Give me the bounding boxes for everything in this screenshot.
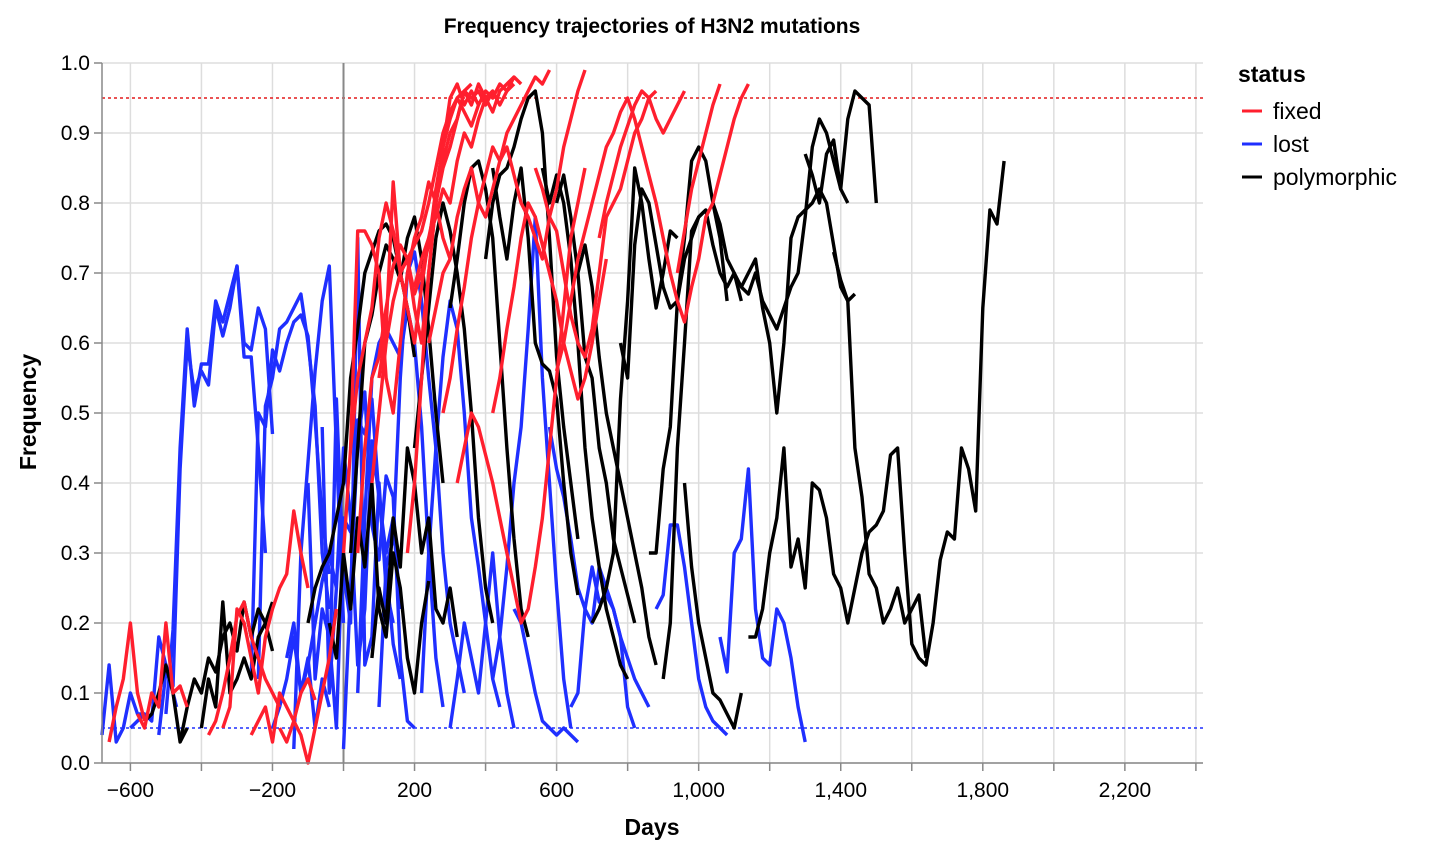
trajectory-fixed — [711, 83, 750, 204]
y-tick-label: 0.3 — [61, 542, 90, 565]
x-tick-label: 200 — [397, 779, 432, 802]
legend-title: status — [1238, 61, 1306, 87]
y-tick-label: 0.9 — [61, 122, 90, 145]
axes: −600 −200 200 600 1,000 1,400 1,800 2,200 0.0 0.1… — [61, 52, 1203, 802]
trajectory-fixed — [135, 621, 189, 730]
x-tick-label: 1,800 — [957, 779, 1010, 802]
reference-lines — [102, 63, 1203, 763]
trajectory-fixed — [675, 83, 722, 274]
y-tick-label: 0.4 — [61, 472, 91, 495]
x-tick-label: −200 — [249, 779, 296, 802]
trajectory-lost — [512, 608, 580, 744]
trajectory-fixed — [107, 621, 147, 743]
x-tick-label: 2,200 — [1099, 779, 1152, 802]
chart-title: Frequency trajectories of H3N2 mutations — [444, 15, 861, 38]
trajectory-fixed — [412, 82, 516, 288]
x-axis-title: Days — [625, 814, 680, 840]
trajectory-polymorphic — [412, 201, 495, 624]
trajectory-polymorphic — [540, 167, 630, 680]
y-tick-label: 0.7 — [61, 262, 90, 285]
y-tick-label: 0.8 — [61, 192, 90, 215]
trajectory-polymorphic — [491, 166, 580, 596]
legend-label-polymorphic: polymorphic — [1273, 164, 1397, 190]
trajectory-polymorphic — [199, 600, 275, 729]
y-tick-label: 1.0 — [61, 52, 90, 75]
trajectory-fixed — [249, 677, 317, 744]
trajectory-fixed — [455, 167, 587, 625]
trajectory-polymorphic — [554, 173, 637, 624]
trajectory-lost — [164, 264, 268, 715]
x-tick-label: 600 — [539, 779, 574, 802]
series-lines — [100, 69, 1006, 765]
trajectory-polymorphic — [803, 89, 878, 205]
legend-label-lost: lost — [1273, 131, 1309, 157]
trajectory-polymorphic — [483, 89, 580, 540]
trajectory-fixed — [597, 89, 687, 239]
trajectory-polymorphic — [739, 187, 857, 415]
trajectory-lost — [256, 292, 331, 680]
trajectory-fixed — [377, 75, 516, 379]
trajectory-lost — [654, 523, 729, 737]
y-tick-label: 0.6 — [61, 332, 90, 355]
legend-label-fixed: fixed — [1273, 98, 1322, 124]
trajectory-polymorphic — [327, 481, 431, 695]
trajectory-fixed — [491, 201, 608, 414]
trajectory-fixed — [356, 82, 481, 554]
trajectory-fixed — [427, 69, 552, 344]
trajectory-fixed — [405, 75, 523, 554]
trajectory-fixed — [533, 89, 658, 359]
y-tick-label: 0.1 — [61, 682, 90, 705]
trajectory-fixed — [441, 69, 587, 414]
trajectory-fixed — [221, 509, 310, 729]
x-tick-label: 1,000 — [672, 779, 725, 802]
trajectory-polymorphic — [682, 482, 743, 730]
trajectory-lost — [718, 467, 807, 743]
trajectory-lost — [270, 551, 339, 729]
trajectory-polymorphic — [711, 117, 850, 331]
trajectory-fixed — [206, 600, 282, 736]
x-tick-label: 1,400 — [814, 779, 867, 802]
trajectory-polymorphic — [590, 166, 679, 624]
trajectory-lost — [419, 299, 502, 708]
y-tick-label: 0.5 — [61, 402, 90, 425]
y-tick-label: 0.2 — [61, 612, 90, 635]
y-tick-label: 0.0 — [61, 752, 90, 775]
legend: status fixed lost polymorphic — [1238, 61, 1397, 190]
trajectory-polymorphic — [831, 251, 928, 659]
y-axis-title: Frequency — [15, 354, 41, 471]
trajectory-lost — [448, 551, 516, 729]
trajectory-polymorphic — [448, 159, 530, 638]
x-tick-label: −600 — [107, 779, 154, 802]
trajectory-fixed — [554, 96, 715, 372]
trajectory-polymorphic — [748, 160, 1006, 667]
trajectory-polymorphic — [661, 208, 743, 680]
